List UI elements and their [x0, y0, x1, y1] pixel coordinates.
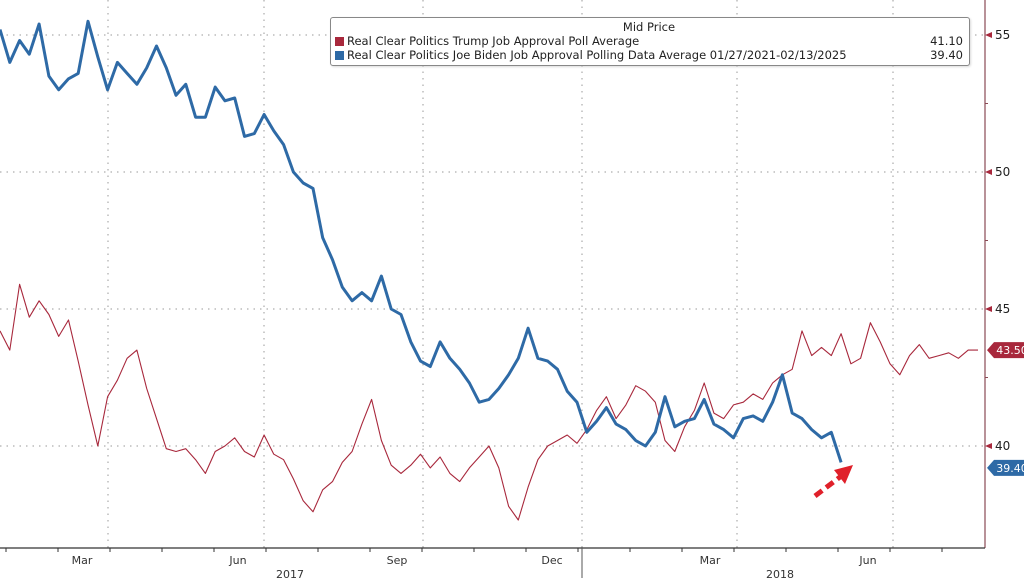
legend-swatch-biden	[335, 50, 344, 60]
y-tick-label: 40	[995, 439, 1010, 453]
arrow-head	[834, 465, 853, 484]
x-tick-label: Jun	[858, 554, 876, 567]
axis-label-biden: 39.40	[987, 459, 1024, 476]
legend-label-biden: Real Clear Politics Joe Biden Job Approv…	[347, 48, 847, 62]
legend-value-biden: 39.40	[930, 48, 963, 62]
x-year-label: 2018	[766, 568, 794, 581]
axis-value-labels: 43.50 39.40	[987, 342, 1024, 476]
axis-label-biden-bg	[987, 459, 1024, 476]
legend-item-trump: Real Clear Politics Trump Job Approval P…	[335, 34, 963, 48]
series-group	[0, 19, 978, 521]
annotation-arrow	[813, 465, 853, 498]
axis-label-trump-bg	[987, 342, 1024, 359]
legend-label-trump: Real Clear Politics Trump Job Approval P…	[347, 34, 640, 48]
y-tick-label: 50	[995, 165, 1010, 179]
legend-value-trump: 41.10	[930, 34, 963, 48]
x-tick-label: Jun	[228, 554, 246, 567]
x-tick-label: Sep	[387, 554, 408, 567]
y-tick-marker	[985, 32, 992, 38]
axis-label-biden-text: 39.40	[996, 462, 1024, 475]
x-tick-label: Mar	[700, 554, 721, 567]
y-tick-label: 45	[995, 302, 1010, 316]
legend: Mid Price Real Clear Politics Trump Job …	[330, 17, 970, 66]
series-line-biden	[0, 19, 843, 463]
legend-title: Mid Price	[622, 20, 676, 34]
axis-label-trump: 43.50	[987, 342, 1024, 359]
y-tick-marker	[985, 443, 992, 449]
legend-item-biden: Real Clear Politics Joe Biden Job Approv…	[335, 48, 963, 62]
x-tick-label: Mar	[72, 554, 93, 567]
legend-swatch-trump	[335, 36, 344, 46]
grid-lines	[0, 0, 985, 548]
axis-label-trump-text: 43.50	[996, 344, 1024, 357]
y-tick-marker	[985, 306, 992, 312]
x-tick-label: Dec	[541, 554, 562, 567]
y-tick-marker	[985, 169, 992, 175]
arrow-shaft	[813, 475, 842, 498]
x-year-label: 2017	[276, 568, 304, 581]
y-tick-label: 55	[995, 28, 1010, 42]
series-line-trump	[0, 283, 978, 521]
